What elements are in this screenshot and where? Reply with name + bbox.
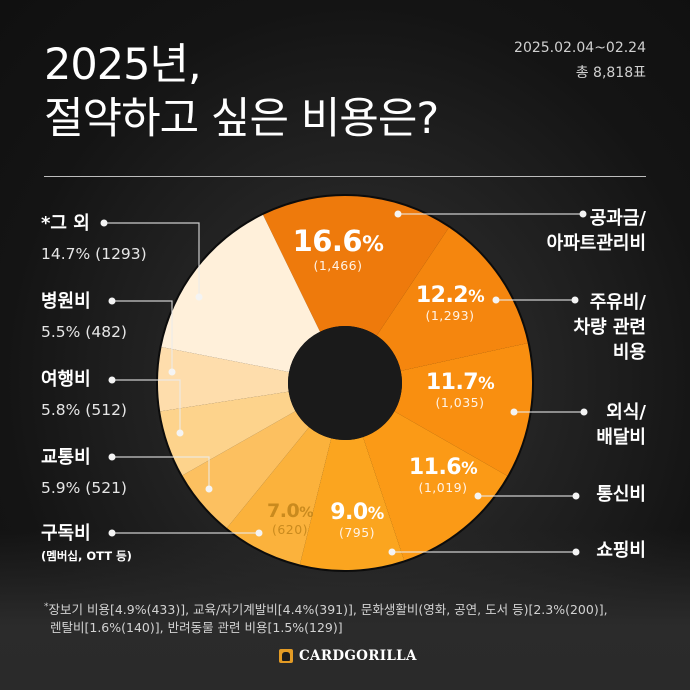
slice-pct: 7.0% — [267, 500, 313, 522]
donut-slice — [376, 227, 528, 371]
donut-slice — [363, 411, 508, 561]
slice-pct: 11.7% — [425, 370, 495, 395]
label-name: 병원비 — [41, 291, 91, 312]
leader-dot — [474, 492, 482, 500]
slice-count: (1,293) — [425, 308, 475, 323]
label-line: 배달비 — [596, 427, 646, 448]
leader-dot — [572, 492, 580, 500]
brand-name: CARDGORILLA — [299, 648, 417, 664]
label-line: 통신비 — [596, 484, 646, 505]
donut-slice — [263, 196, 449, 336]
label-sub: (멤버십, OTT 등) — [41, 549, 132, 563]
donut-slice — [161, 214, 321, 373]
label-name: 구독비 — [41, 523, 91, 544]
donut-slice — [299, 437, 405, 570]
slice-label-dining: 11.7% (1,035) — [415, 370, 505, 410]
divider — [44, 176, 646, 177]
slice-count: (795) — [338, 525, 376, 540]
leader-line — [112, 300, 173, 372]
leader-dot — [492, 296, 500, 304]
label-line: 차량 관련 — [573, 317, 646, 338]
footnote: *장보기 비용[4.9%(433)], 교육/자기계발비[4.4%(391)],… — [44, 598, 608, 637]
donut-slice — [394, 343, 532, 476]
leader-dot — [108, 376, 116, 384]
title-line-1: 2025년, — [44, 40, 202, 90]
label-dining: 외식/ 배달비 — [596, 400, 646, 450]
survey-meta: 2025.02.04~02.24 총 8,818표 — [514, 36, 646, 86]
footnote-line-1: 장보기 비용[4.9%(433)], 교육/자기계발비[4.4%(391)], … — [48, 602, 608, 618]
donut-hole — [288, 326, 402, 440]
leader-dot — [195, 293, 203, 301]
leader-dot — [572, 548, 580, 556]
leader-dot — [255, 529, 263, 537]
gorilla-icon — [279, 649, 293, 663]
leader-dot — [176, 429, 184, 437]
slice-count: (1,019) — [418, 480, 468, 495]
slice-pct: 11.6% — [408, 455, 478, 480]
label-utilities: 공과금/ 아파트관리비 — [547, 206, 646, 256]
label-fuel: 주유비/ 차량 관련 비용 — [573, 290, 646, 365]
label-name: 여행비 — [41, 369, 91, 390]
donut-slice — [160, 391, 296, 476]
label-line: 아파트관리비 — [546, 233, 646, 254]
label-line: 쇼핑비 — [596, 540, 646, 561]
leader-line — [112, 456, 210, 489]
label-travel: 여행비 5.8% (512) — [41, 368, 127, 422]
leader-dot — [168, 368, 176, 376]
leader-dot — [394, 210, 402, 218]
label-subscription: 구독비 (멤버십, OTT 등) — [41, 522, 132, 564]
leader-dot — [510, 408, 518, 416]
label-line: 공과금/ — [589, 208, 646, 229]
label-line: 주유비/ — [589, 292, 646, 313]
donut-slice — [182, 411, 310, 528]
footnote-line-2: 렌탈비[1.6%(140)], 반려동물 관련 비용[1.5%(129)] — [50, 620, 343, 636]
page-title: 2025년, 절약하고 싶은 비용은? — [44, 38, 439, 146]
slice-pct: 9.0% — [330, 500, 384, 525]
label-value: 5.9% (521) — [41, 479, 127, 497]
leader-line — [104, 222, 200, 297]
leader-dot — [100, 219, 108, 227]
slice-label-telecom: 11.6% (1,019) — [398, 455, 488, 495]
brand-logo: CARDGORILLA — [279, 648, 417, 664]
slice-label-shopping: 9.0% (795) — [317, 500, 397, 540]
leader-line — [112, 379, 181, 433]
label-shopping: 쇼핑비 — [596, 538, 646, 563]
label-line: 비용 — [612, 342, 646, 363]
label-name: *그 외 — [41, 213, 90, 234]
slice-label-utilities: 16.6% (1,466) — [283, 224, 393, 273]
slice-count: (1,466) — [313, 258, 363, 273]
label-other: *그 외 14.7% (1293) — [41, 212, 147, 266]
leader-dot — [108, 453, 116, 461]
leader-dot — [205, 485, 213, 493]
label-value: 14.7% (1293) — [41, 245, 147, 263]
leader-dot — [579, 210, 587, 218]
label-transport: 교통비 5.9% (521) — [41, 446, 127, 500]
leader-dot — [580, 408, 588, 416]
donut-slice — [158, 347, 290, 412]
slice-count: (1,035) — [435, 395, 485, 410]
survey-period: 2025.02.04~02.24 — [514, 40, 646, 56]
slice-pct: 16.6% — [292, 224, 384, 258]
slice-count: (620) — [271, 522, 309, 537]
leader-dot — [388, 548, 396, 556]
title-line-2: 절약하고 싶은 비용은? — [44, 94, 439, 144]
label-line: 외식/ — [606, 402, 646, 423]
label-value: 5.8% (512) — [41, 401, 127, 419]
total-votes: 총 8,818표 — [575, 65, 646, 81]
donut-slice — [226, 427, 332, 565]
label-telecom: 통신비 — [596, 482, 646, 507]
label-hospital: 병원비 5.5% (482) — [41, 290, 127, 344]
slice-label-subscription: 7.0% (620) — [255, 500, 325, 537]
leader-dot — [108, 297, 116, 305]
slice-label-fuel: 12.2% (1,293) — [405, 283, 495, 323]
footnote-marker: * — [44, 602, 49, 612]
leader-dot — [571, 296, 579, 304]
label-value: 5.5% (482) — [41, 323, 127, 341]
leader-dot — [108, 529, 116, 537]
label-name: 교통비 — [41, 447, 91, 468]
slice-pct: 12.2% — [415, 283, 485, 308]
